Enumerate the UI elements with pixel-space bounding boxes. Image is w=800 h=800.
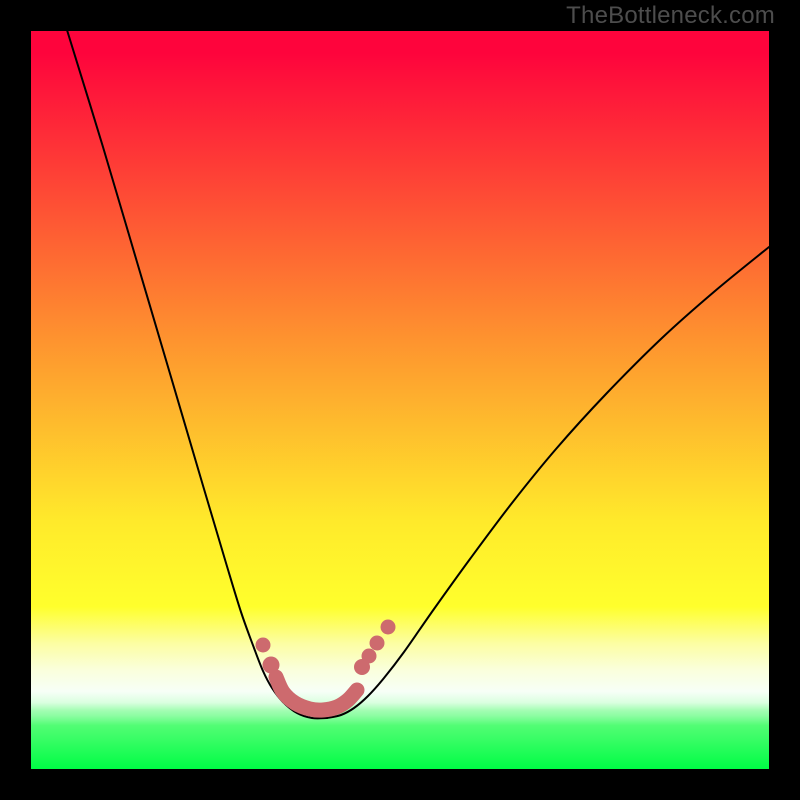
- gradient-plot-area: [31, 31, 769, 769]
- watermark-label: TheBottleneck.com: [566, 2, 775, 30]
- chart-root: TheBottleneck.com: [0, 0, 800, 800]
